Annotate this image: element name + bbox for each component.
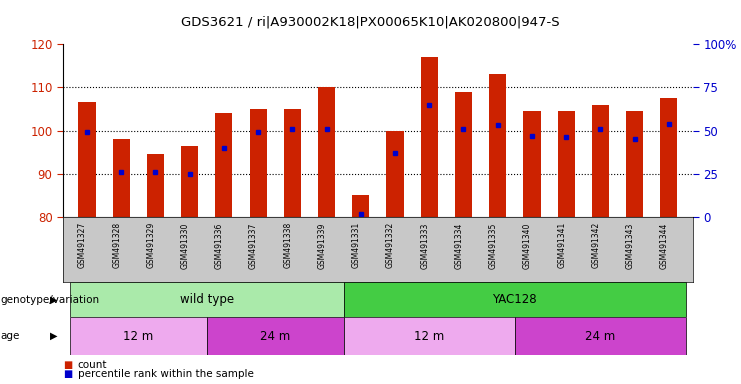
Text: GSM491338: GSM491338 <box>283 222 293 268</box>
Bar <box>592 104 609 217</box>
Bar <box>79 103 96 217</box>
Text: 24 m: 24 m <box>585 329 616 343</box>
Text: GSM491340: GSM491340 <box>523 222 532 268</box>
Text: GSM491339: GSM491339 <box>318 222 327 268</box>
Text: GSM491328: GSM491328 <box>112 222 122 268</box>
Text: 12 m: 12 m <box>123 329 153 343</box>
Text: GDS3621 / ri|A930002K18|PX00065K10|AK020800|947-S: GDS3621 / ri|A930002K18|PX00065K10|AK020… <box>182 15 559 28</box>
Text: percentile rank within the sample: percentile rank within the sample <box>78 369 253 379</box>
Text: count: count <box>78 360 107 370</box>
Bar <box>344 282 686 317</box>
Bar <box>489 74 506 217</box>
Text: ■: ■ <box>63 369 72 379</box>
Bar <box>318 88 335 217</box>
Text: GSM491341: GSM491341 <box>557 222 566 268</box>
Bar <box>216 113 233 217</box>
Text: ■: ■ <box>63 360 72 370</box>
Bar <box>207 317 344 355</box>
Bar <box>147 154 164 217</box>
Text: GSM491342: GSM491342 <box>591 222 600 268</box>
Bar <box>344 317 515 355</box>
Text: GSM491332: GSM491332 <box>386 222 395 268</box>
Text: GSM491330: GSM491330 <box>181 222 190 268</box>
Text: GSM491344: GSM491344 <box>660 222 669 268</box>
Bar <box>250 109 267 217</box>
Bar <box>70 282 344 317</box>
Bar <box>421 57 438 217</box>
Bar <box>113 139 130 217</box>
Text: GSM491334: GSM491334 <box>454 222 463 268</box>
Text: GSM491335: GSM491335 <box>489 222 498 268</box>
Text: GSM491327: GSM491327 <box>78 222 87 268</box>
Text: 24 m: 24 m <box>260 329 290 343</box>
Bar <box>515 317 686 355</box>
Text: ▶: ▶ <box>50 331 57 341</box>
Text: GSM491333: GSM491333 <box>420 222 429 268</box>
Text: GSM491329: GSM491329 <box>147 222 156 268</box>
Text: GSM491331: GSM491331 <box>352 222 361 268</box>
Bar <box>558 111 575 217</box>
Text: wild type: wild type <box>180 293 234 306</box>
Bar <box>181 146 198 217</box>
Bar <box>70 317 207 355</box>
Text: 12 m: 12 m <box>414 329 445 343</box>
Bar <box>284 109 301 217</box>
Text: genotype/variation: genotype/variation <box>1 295 100 305</box>
Text: ▶: ▶ <box>50 295 57 305</box>
Text: age: age <box>1 331 20 341</box>
Bar <box>660 98 677 217</box>
Bar <box>455 92 472 217</box>
Bar <box>387 131 404 217</box>
Bar <box>352 195 369 217</box>
Text: GSM491337: GSM491337 <box>249 222 258 268</box>
Text: YAC128: YAC128 <box>493 293 537 306</box>
Bar <box>523 111 540 217</box>
Text: GSM491336: GSM491336 <box>215 222 224 268</box>
Text: GSM491343: GSM491343 <box>625 222 634 268</box>
Bar <box>626 111 643 217</box>
